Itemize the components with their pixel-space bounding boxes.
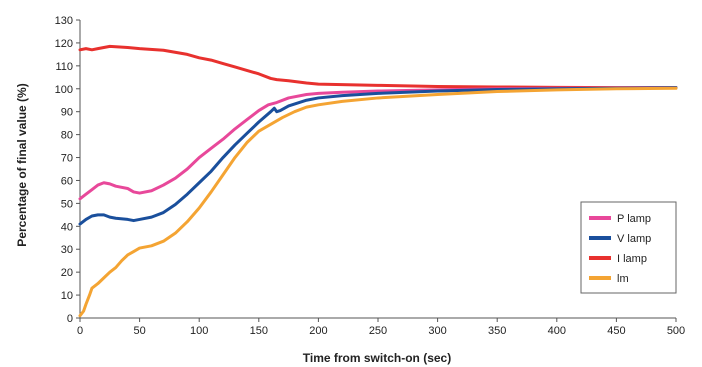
x-tick-label: 300 [428,325,446,337]
y-tick-label: 20 [61,267,73,279]
y-tick-label: 90 [61,107,73,119]
series-line-v-lamp [78,86,678,226]
x-tick-label: 500 [667,325,685,337]
series-line-i-lamp [78,44,678,90]
legend-label-i-lamp: I lamp [617,253,647,265]
series-layer [78,44,678,318]
x-tick-label: 350 [488,325,506,337]
y-tick-label: 130 [55,15,73,27]
y-tick-label: 120 [55,38,73,50]
y-tick-label: 80 [61,130,73,142]
y-tick-label: 10 [61,290,73,302]
x-tick-label: 200 [309,325,327,337]
x-tick-label: 150 [250,325,268,337]
y-tick-label: 110 [55,61,73,73]
legend-label-lm: lm [617,273,629,285]
y-tick-label: 60 [61,175,73,187]
legend-label-p-lamp: P lamp [617,213,651,225]
y-tick-label: 70 [61,153,73,165]
y-tick-label: 50 [61,198,73,210]
x-tick-label: 450 [607,325,625,337]
series-line-p-lamp [78,86,678,201]
x-tick-label: 100 [190,325,208,337]
y-tick-label: 0 [67,313,73,325]
x-axis-title: Time from switch-on (sec) [303,351,451,365]
y-tick-label: 30 [61,244,73,256]
x-tick-label: 250 [369,325,387,337]
series-line-lm [78,86,678,318]
y-axis-title: Percentage of final value (%) [15,83,29,246]
x-tick-label: 50 [133,325,145,337]
legend: P lamp V lamp I lamp lm [580,201,677,294]
y-tick-label: 100 [55,84,73,96]
y-tick-label: 40 [61,221,73,233]
axes: 0 10 20 30 40 50 60 70 80 90 100 110 120 130 0 50 100 150… [55,15,686,337]
legend-label-v-lamp: V lamp [617,233,651,245]
x-tick-label: 0 [77,325,83,337]
x-tick-label: 400 [548,325,566,337]
